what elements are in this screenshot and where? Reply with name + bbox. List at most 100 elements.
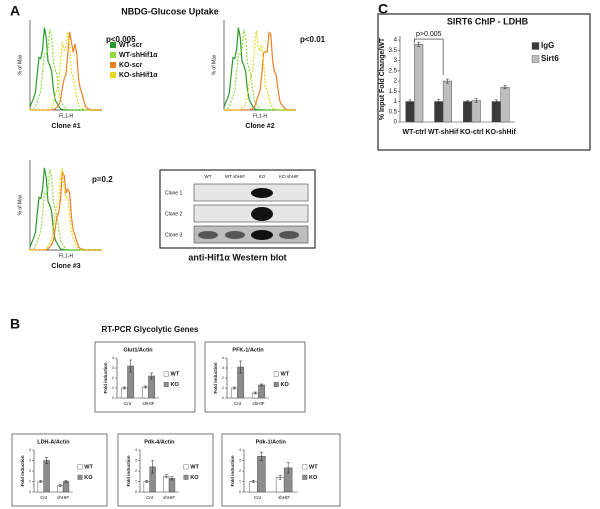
y-tick-label: 4 [29, 448, 31, 452]
blot-strip [193, 225, 309, 244]
legend-swatch [110, 42, 116, 48]
axis-label: % of Max [17, 54, 23, 75]
legend-label: Sirt6 [541, 54, 559, 63]
blot-row: Clone 1 [165, 190, 182, 196]
bar [414, 43, 424, 123]
x-tick-label: WT-shHif [428, 129, 459, 136]
error-bar [151, 460, 155, 474]
legend-label: WT-shHif1α [119, 52, 158, 59]
chart-frame [117, 433, 214, 507]
x-tick-label: Cnt [40, 495, 48, 500]
y-axis-label: Fold induction [230, 455, 235, 486]
y-axis-label: Fold induction [126, 455, 131, 486]
legend-swatch [77, 474, 83, 480]
y-tick-label: 1 [135, 479, 137, 483]
error-bar [58, 484, 62, 487]
panel-title: NBDG-Glucose Uptake [121, 6, 219, 16]
legend-swatch [531, 42, 540, 50]
legend-swatch [183, 464, 189, 470]
y-tick-label: 2 [222, 376, 224, 380]
bar [257, 456, 266, 493]
legend-label: WT [84, 464, 93, 470]
blot-row: Clone 3 [165, 232, 182, 238]
legend-label: KO [171, 382, 180, 388]
panel-title: RT-PCR Glycolytic Genes [102, 325, 199, 334]
x-tick-label: Cnt [254, 495, 262, 500]
chart-title: PFK-1/Actin [232, 347, 264, 353]
error-bar [286, 462, 290, 474]
chart-title: Glut1/Actin [123, 347, 153, 353]
significance-bracket [414, 38, 444, 75]
y-tick-label: 0 [239, 490, 241, 494]
error-bar [417, 41, 421, 47]
error-bar [494, 99, 498, 104]
legend-label: WT [281, 371, 290, 377]
blot-column: WT shHIF [225, 174, 245, 179]
error-bar [39, 480, 43, 483]
bar [249, 481, 258, 493]
legend-swatch [531, 55, 540, 63]
chart-title: SIRT6 ChIP - LDHB [447, 16, 529, 26]
histogram-curve [29, 169, 102, 251]
legend-label: KO-shHif1α [119, 72, 158, 79]
error-bar [437, 99, 441, 104]
y-tick-label: 0.5 [389, 109, 398, 115]
error-bar [122, 386, 126, 390]
y-tick-label: 2.5 [389, 68, 398, 74]
blot-band [251, 188, 273, 198]
error-bar [445, 78, 449, 84]
blot-column: WT [205, 174, 212, 179]
y-axis-label: Fold induction [103, 362, 108, 393]
x-tick-label: shHIF [278, 495, 290, 500]
y-axis-label: Fold induction [213, 362, 218, 393]
y-tick-label: 2 [29, 469, 31, 473]
legend-label: WT-scr [119, 42, 143, 49]
y-tick-label: 3 [135, 458, 137, 462]
legend-label: WT [171, 371, 180, 377]
clone-label: Clone #2 [245, 123, 274, 130]
y-tick-label: 2 [112, 376, 114, 380]
histogram-curve [30, 168, 102, 251]
y-tick-label: 3 [29, 458, 31, 462]
error-bar [143, 385, 147, 389]
x-tick-label: KO-ctrl [460, 129, 484, 136]
bar [442, 80, 452, 123]
y-tick-label: 0 [112, 396, 114, 400]
y-tick-label: 4 [135, 448, 137, 452]
chart-frame [94, 341, 196, 413]
bar [163, 476, 170, 493]
blot-strip [193, 183, 309, 202]
legend-swatch [302, 464, 308, 470]
bar [37, 481, 44, 493]
x-tick-label: Cnt [234, 401, 242, 406]
blot-strip [193, 204, 309, 223]
y-tick-label: 1 [112, 386, 114, 390]
error-bar [170, 476, 174, 481]
y-axis-label: Fold induction [20, 455, 25, 486]
axis-label: % of Max [17, 194, 23, 215]
legend-swatch [273, 371, 279, 377]
axis-label: FL1-H [253, 113, 267, 119]
x-tick-label: WT-ctrl [403, 129, 427, 136]
bar [230, 387, 238, 399]
axis-label: % of Max [211, 54, 217, 75]
panel-label: A [10, 3, 20, 19]
error-bar [239, 360, 243, 374]
legend-label: IgG [541, 41, 554, 50]
legend-swatch [110, 52, 116, 58]
chart-frame [11, 433, 108, 507]
clone-label: Clone #3 [51, 263, 80, 270]
bar [143, 481, 150, 493]
histogram-curve [30, 31, 102, 111]
chart-title: Pdk-4/Actin [144, 439, 175, 445]
x-tick-label: Cnt [146, 495, 154, 500]
x-tick-label: KO-shHif [485, 129, 516, 136]
error-bar [253, 391, 257, 395]
bar [168, 478, 176, 493]
clone-label: Clone #1 [51, 123, 80, 130]
p-value: p<0.01 [300, 35, 326, 44]
legend-label: KO [281, 382, 290, 388]
axis-label: FL1-H [59, 113, 73, 119]
blot-row: Clone 2 [165, 211, 182, 217]
legend-swatch [77, 464, 83, 470]
